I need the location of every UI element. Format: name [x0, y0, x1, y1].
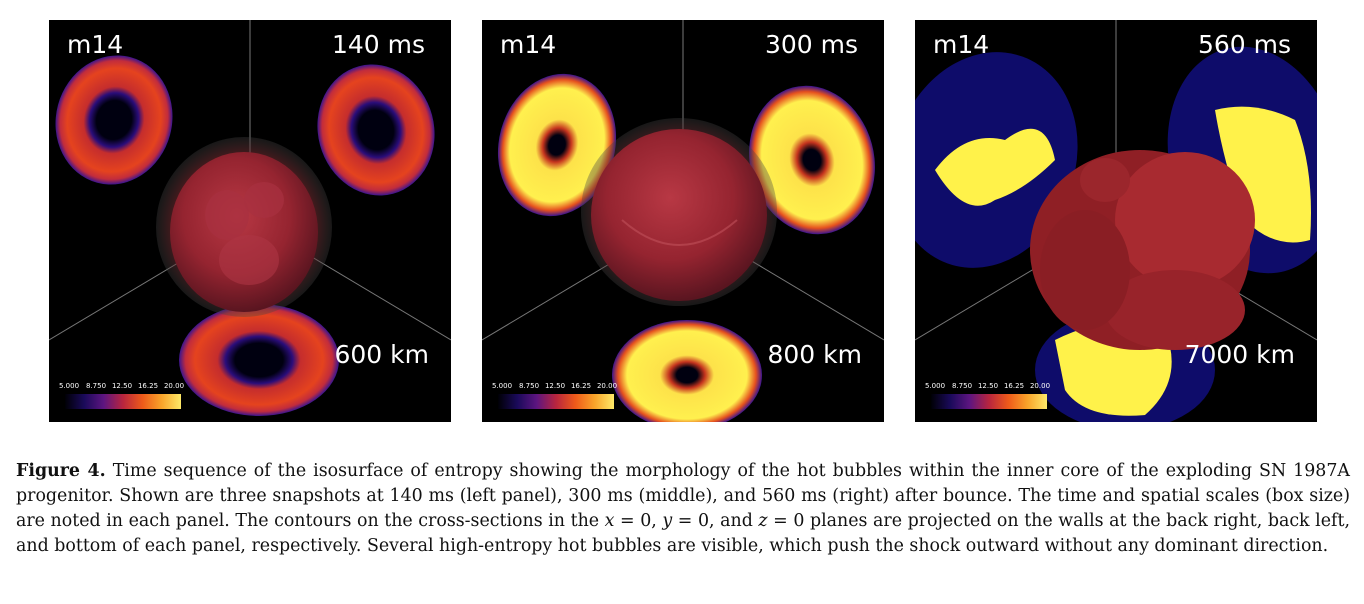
model-label: m14: [933, 30, 990, 59]
panel-560ms: m14 560 ms 7000 km 5.000 8.750 12.50 16.…: [915, 20, 1317, 422]
colorbar-tick: 12.50: [111, 382, 133, 390]
colorbar-tick: 5.000: [924, 382, 946, 390]
time-label: 560 ms: [1197, 30, 1291, 59]
colorbar-tick: 8.750: [85, 382, 107, 390]
figure-caption: Figure 4. Time sequence of the isosurfac…: [16, 459, 1350, 559]
caption-text: = 0,: [614, 511, 663, 531]
model-label: m14: [500, 30, 557, 59]
colorbar: 5.000 8.750 12.50 16.25 20.00: [923, 382, 1093, 414]
colorbar-tick: 20.00: [596, 382, 618, 390]
panel-140ms: m14 140 ms 600 km 5.000 8.750 12.50 16.2…: [49, 20, 451, 422]
colorbar-tick: 12.50: [977, 382, 999, 390]
entropy-visualization-300ms: [482, 20, 884, 422]
colorbar-tick: 8.750: [518, 382, 540, 390]
entropy-visualization-140ms: [49, 20, 451, 416]
math-var-z: z: [758, 511, 768, 531]
colorbar: 5.000 8.750 12.50 16.25 20.00: [490, 382, 660, 414]
math-var-y: y: [662, 511, 673, 531]
scale-label: 7000 km: [1184, 340, 1295, 369]
model-label: m14: [67, 30, 124, 59]
colorbar-tick: 5.000: [58, 382, 80, 390]
caption-text: = 0, and: [672, 511, 759, 531]
z-plane-section: [179, 304, 339, 416]
colorbar-tick: 20.00: [163, 382, 185, 390]
scale-label: 600 km: [334, 340, 430, 369]
y-plane-section: [749, 85, 875, 235]
colorbar-tick: 16.25: [570, 382, 592, 390]
colorbar-tick: 16.25: [137, 382, 159, 390]
math-var-x: x: [604, 511, 615, 531]
z-plane-section: [612, 320, 762, 422]
colorbar-tick: 12.50: [544, 382, 566, 390]
time-label: 140 ms: [331, 30, 425, 59]
panel-300ms: m14 300 ms 800 km 5.000 8.750 12.50 16.2…: [482, 20, 884, 422]
colorbar-tick: 5.000: [491, 382, 513, 390]
caption-text: Time sequence of the isosurface of entro…: [16, 461, 1350, 531]
colorbar-tick: 8.750: [951, 382, 973, 390]
scale-label: 800 km: [767, 340, 863, 369]
time-label: 300 ms: [764, 30, 858, 59]
x-plane-section: [55, 55, 173, 185]
figure-label: Figure 4.: [16, 461, 106, 481]
colorbar-tick: 20.00: [1029, 382, 1051, 390]
entropy-visualization-560ms: [915, 20, 1317, 422]
colorbar: 5.000 8.750 12.50 16.25 20.00: [57, 382, 227, 414]
colorbar-tick: 16.25: [1003, 382, 1025, 390]
x-plane-section: [497, 73, 617, 217]
y-plane-section: [317, 64, 435, 196]
caption-text: = 0 planes are projected on the walls at…: [16, 511, 1350, 556]
